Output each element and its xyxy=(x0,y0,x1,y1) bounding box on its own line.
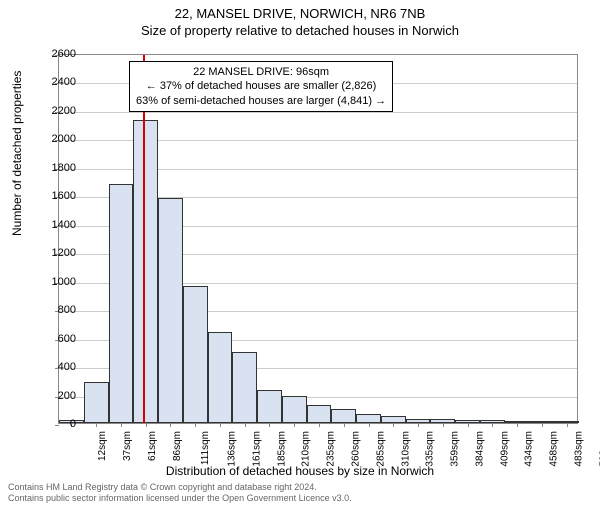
x-tick-label: 285sqm xyxy=(375,431,386,467)
y-tick-label: 800 xyxy=(40,304,76,316)
histogram-bar xyxy=(331,409,356,423)
x-tick-mark xyxy=(418,423,419,427)
x-tick-mark xyxy=(245,423,246,427)
y-tick-label: 1400 xyxy=(40,219,76,231)
title-sub: Size of property relative to detached ho… xyxy=(0,23,600,38)
x-tick-mark xyxy=(517,423,518,427)
x-tick-mark xyxy=(269,423,270,427)
x-tick-mark xyxy=(393,423,394,427)
x-tick-label: 161sqm xyxy=(252,431,263,467)
y-tick-label: 2000 xyxy=(40,133,76,145)
x-tick-label: 136sqm xyxy=(227,431,238,467)
grid-line xyxy=(59,112,577,113)
x-tick-mark xyxy=(96,423,97,427)
histogram-bar xyxy=(232,352,257,423)
histogram-bar xyxy=(307,405,332,424)
plot-area: 22 MANSEL DRIVE: 96sqm ← 37% of detached… xyxy=(58,54,578,424)
x-tick-mark xyxy=(170,423,171,427)
x-tick-label: 260sqm xyxy=(351,431,362,467)
x-tick-label: 12sqm xyxy=(97,431,108,461)
histogram-bar xyxy=(84,382,109,423)
histogram-bar xyxy=(158,198,183,423)
x-tick-mark xyxy=(468,423,469,427)
x-tick-label: 335sqm xyxy=(425,431,436,467)
footer-line-2: Contains public sector information licen… xyxy=(8,493,352,504)
x-tick-label: 61sqm xyxy=(147,431,158,461)
histogram-bar xyxy=(381,416,406,423)
histogram-bar xyxy=(356,414,381,423)
x-tick-label: 483sqm xyxy=(573,431,584,467)
annotation-line-1: 22 MANSEL DRIVE: 96sqm xyxy=(136,65,386,79)
annotation-box: 22 MANSEL DRIVE: 96sqm ← 37% of detached… xyxy=(129,61,393,112)
x-tick-label: 111sqm xyxy=(201,431,212,465)
x-tick-label: 434sqm xyxy=(524,431,535,467)
y-tick-label: 1800 xyxy=(40,162,76,174)
y-tick-label: 1000 xyxy=(40,276,76,288)
x-tick-mark xyxy=(220,423,221,427)
y-tick-label: 400 xyxy=(40,361,76,373)
footer: Contains HM Land Registry data © Crown c… xyxy=(8,482,352,504)
y-tick-label: 2400 xyxy=(40,76,76,88)
x-tick-label: 210sqm xyxy=(301,431,312,467)
x-tick-label: 86sqm xyxy=(172,431,183,461)
x-tick-mark xyxy=(567,423,568,427)
x-tick-mark xyxy=(542,423,543,427)
histogram-bar xyxy=(183,286,208,423)
y-tick-label: 2600 xyxy=(40,48,76,60)
x-tick-mark xyxy=(146,423,147,427)
x-tick-mark xyxy=(195,423,196,427)
histogram-bar xyxy=(133,120,158,423)
x-tick-label: 384sqm xyxy=(474,431,485,467)
x-tick-label: 235sqm xyxy=(326,431,337,467)
histogram-bar xyxy=(208,332,233,423)
annotation-line-2: ← 37% of detached houses are smaller (2,… xyxy=(136,79,386,93)
histogram-bar xyxy=(109,184,134,423)
x-tick-label: 359sqm xyxy=(450,431,461,467)
x-tick-mark xyxy=(121,423,122,427)
x-tick-label: 185sqm xyxy=(276,431,287,467)
y-tick-label: 2200 xyxy=(40,105,76,117)
x-tick-mark xyxy=(369,423,370,427)
title-main: 22, MANSEL DRIVE, NORWICH, NR6 7NB xyxy=(0,6,600,21)
y-tick-label: 600 xyxy=(40,333,76,345)
x-tick-mark xyxy=(443,423,444,427)
x-tick-mark xyxy=(344,423,345,427)
y-tick-label: 1600 xyxy=(40,190,76,202)
x-tick-label: 458sqm xyxy=(549,431,560,467)
y-axis-label: Number of detached properties xyxy=(10,71,24,236)
histogram-bar xyxy=(282,396,307,423)
x-tick-mark xyxy=(294,423,295,427)
footer-line-1: Contains HM Land Registry data © Crown c… xyxy=(8,482,352,493)
histogram-bar xyxy=(257,390,282,423)
x-tick-mark xyxy=(319,423,320,427)
annotation-line-3: 63% of semi-detached houses are larger (… xyxy=(136,94,386,108)
y-tick-label: 1200 xyxy=(40,247,76,259)
x-tick-label: 310sqm xyxy=(400,431,411,467)
x-tick-label: 409sqm xyxy=(499,431,510,467)
x-tick-label: 37sqm xyxy=(122,431,133,461)
y-tick-label: 200 xyxy=(40,390,76,402)
chart-container: 22, MANSEL DRIVE, NORWICH, NR6 7NB Size … xyxy=(0,6,600,506)
y-tick-label: 0 xyxy=(40,418,76,430)
x-tick-mark xyxy=(492,423,493,427)
